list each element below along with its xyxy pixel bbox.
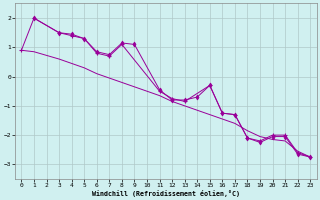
X-axis label: Windchill (Refroidissement éolien,°C): Windchill (Refroidissement éolien,°C) xyxy=(92,190,240,197)
